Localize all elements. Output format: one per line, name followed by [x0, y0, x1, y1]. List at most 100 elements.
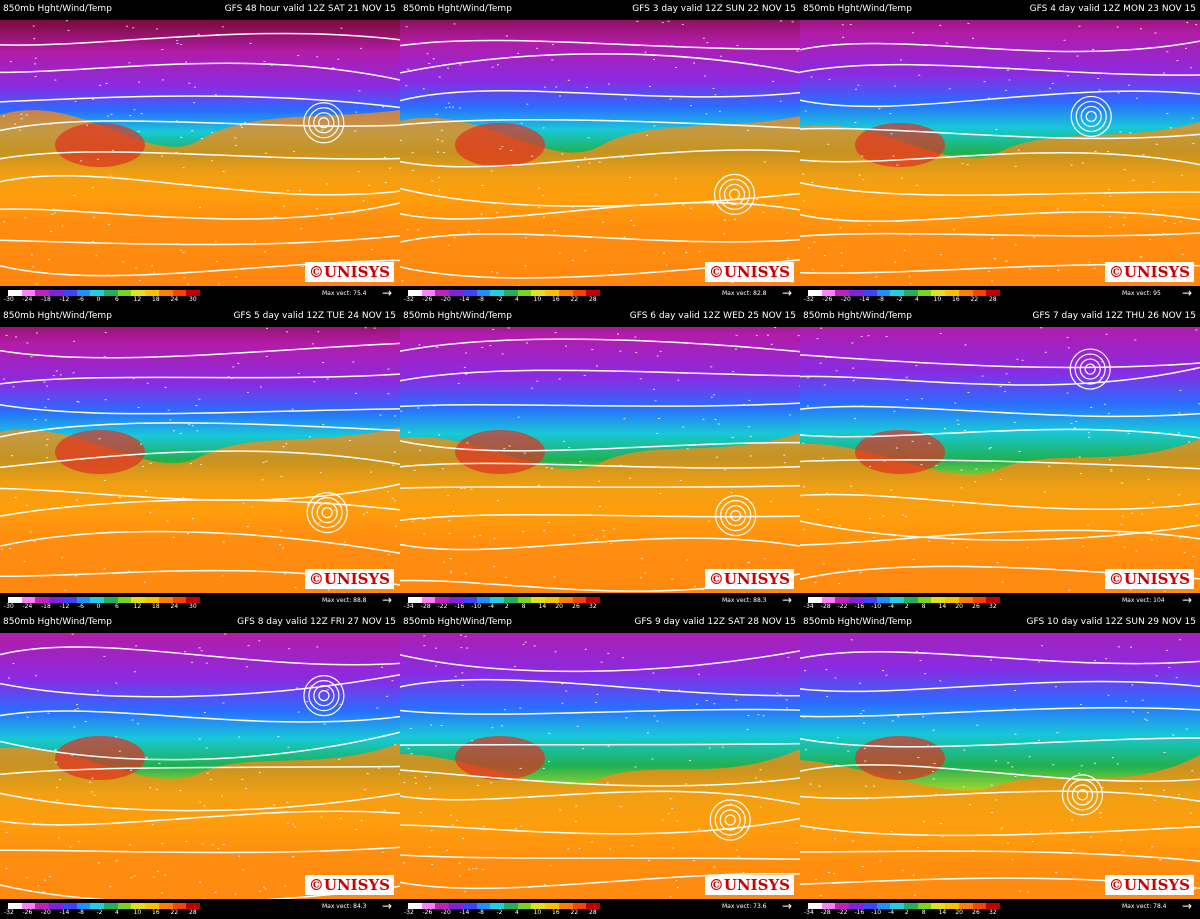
map-shape [431, 180, 434, 182]
map-shape [852, 367, 855, 369]
map-shape [57, 837, 60, 839]
map-shape [56, 799, 59, 801]
map-shape [387, 553, 390, 555]
contour [0, 202, 400, 220]
map-shape [653, 125, 656, 127]
contour [0, 482, 400, 501]
map-shape [791, 21, 794, 23]
map-shape [1026, 546, 1029, 548]
product-label: 850mb Hght/Wind/Temp [3, 310, 112, 321]
colorbar-swatch [945, 903, 959, 909]
map-shape [14, 123, 17, 125]
scale-label: 20 [955, 602, 963, 610]
scale-label: 0 [96, 602, 101, 610]
colorbar-swatch [131, 903, 146, 909]
map-shape [417, 406, 420, 408]
map-shape [1154, 32, 1157, 34]
map-shape [517, 52, 520, 54]
map-shape [531, 155, 534, 157]
map-shape [723, 219, 726, 221]
scale-label: 32 [989, 602, 997, 610]
map-shape [1097, 77, 1100, 79]
map-shape [298, 190, 301, 192]
map-shape [1117, 92, 1120, 94]
map-shape [7, 677, 10, 679]
valid-label: GFS 10 day valid 12Z SUN 29 NOV 15 [1026, 617, 1196, 627]
scale-label: -16 [854, 909, 865, 916]
map-shape [1004, 390, 1007, 392]
map-shape [522, 643, 525, 645]
map-shape [1123, 216, 1126, 218]
map-shape [785, 707, 788, 709]
map-shape [507, 326, 510, 328]
map-shape [264, 251, 267, 253]
map-shape [823, 383, 826, 385]
map-shape [92, 98, 95, 100]
map-panel: 850mb Hght/Wind/Temp GFS 6 day valid 12Z … [400, 307, 800, 613]
map-shape [806, 404, 809, 406]
map-shape [635, 351, 638, 353]
map-shape [536, 380, 539, 382]
map-shape [318, 117, 330, 129]
vector-arrow: → [781, 592, 792, 607]
map-shape [182, 167, 185, 169]
map-shape [990, 784, 993, 786]
map-shape [246, 391, 249, 393]
map-shape [44, 418, 47, 420]
map-shape [909, 234, 912, 236]
map-shape [521, 530, 524, 532]
panel-header: 850mb Hght/Wind/Temp GFS 8 day valid 12Z … [0, 613, 400, 633]
map-shape [443, 561, 446, 563]
map-shape [948, 88, 951, 90]
map-shape [770, 343, 773, 345]
colorbar-swatch [504, 596, 518, 603]
map-shape [265, 460, 268, 462]
map-shape [1152, 209, 1155, 211]
map-shape [449, 814, 452, 816]
map-shape [441, 140, 444, 142]
map-shape [763, 557, 766, 559]
map-shape [45, 444, 48, 446]
map-shape [861, 155, 864, 157]
scale-label: -32 [4, 909, 14, 916]
map-shape [854, 121, 857, 123]
map-shape [115, 736, 118, 738]
map-shape [161, 49, 164, 51]
map-shape [93, 216, 96, 218]
map-shape [1057, 269, 1060, 271]
map-shape [172, 536, 175, 538]
scale-label: -12 [59, 296, 70, 303]
map-shape [748, 399, 751, 401]
map-shape [1066, 392, 1069, 394]
scale-label: 28 [189, 909, 197, 916]
map-shape [665, 537, 668, 539]
map-shape [816, 337, 819, 339]
map-shape [1134, 338, 1137, 340]
map-shape [1013, 421, 1016, 423]
map-shape [175, 120, 178, 122]
contour [800, 529, 1200, 546]
map-shape [398, 773, 400, 775]
map-shape [990, 812, 993, 814]
map-shape [787, 656, 790, 658]
map-shape [234, 893, 237, 895]
map-shape [803, 716, 806, 718]
map-shape [1031, 840, 1034, 842]
map-shape [26, 716, 29, 718]
map-shape [316, 56, 319, 58]
map-shape [855, 219, 858, 221]
map-shape [1127, 432, 1130, 434]
map-shape [493, 537, 496, 539]
map-shape [1123, 169, 1126, 171]
map-shape [222, 844, 225, 846]
map-shape [198, 738, 201, 740]
logo: ©UNISYS [1104, 568, 1194, 589]
map-shape [1081, 162, 1084, 164]
map-shape [193, 354, 196, 356]
map-shape [115, 682, 118, 684]
weather-map [400, 20, 800, 286]
scale-label: 26 [572, 602, 580, 610]
map-shape [811, 182, 814, 184]
map-shape [720, 499, 752, 531]
map-shape [606, 782, 609, 784]
